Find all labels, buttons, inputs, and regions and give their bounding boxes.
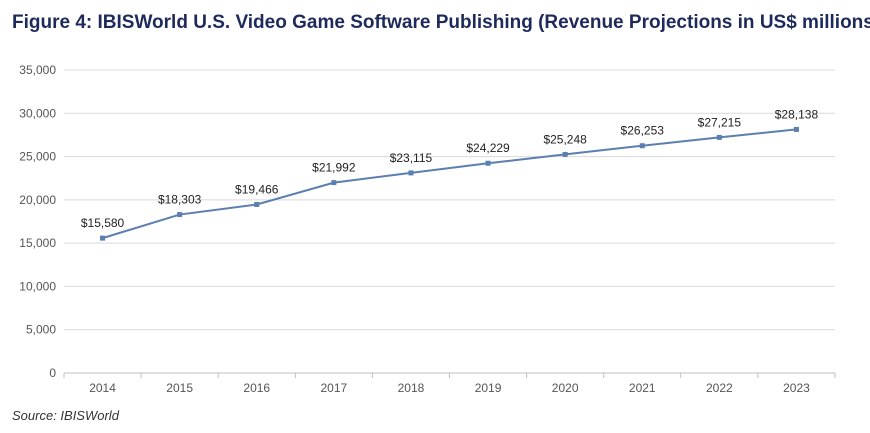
x-tick-label: 2020 — [552, 381, 579, 395]
data-label: $27,215 — [698, 115, 742, 129]
y-axis: 0 5,000 10,000 15,000 20,000 25,000 30,000 35,0… — [19, 63, 56, 380]
data-label: $21,992 — [312, 161, 356, 175]
data-label: $18,303 — [158, 193, 202, 207]
data-point — [639, 143, 645, 149]
x-tick-label: 2018 — [398, 381, 425, 395]
y-tick-label: 5,000 — [26, 323, 56, 337]
series-revenue — [100, 126, 799, 241]
x-tick-label: 2015 — [166, 381, 193, 395]
data-point — [100, 235, 106, 241]
data-point — [177, 212, 183, 218]
data-label: $25,248 — [543, 132, 587, 146]
x-tick-label: 2022 — [706, 381, 733, 395]
data-point — [485, 160, 491, 166]
data-label: $19,466 — [235, 182, 279, 196]
chart-title: Figure 4: IBISWorld U.S. Video Game Soft… — [12, 12, 870, 33]
x-tick-label: 2023 — [783, 381, 810, 395]
data-label: $24,229 — [466, 141, 510, 155]
series-line — [102, 128, 797, 240]
y-tick-label: 0 — [49, 366, 56, 380]
x-tick-label: 2014 — [89, 381, 116, 395]
y-tick-label: 15,000 — [19, 236, 56, 250]
x-tick-label: 2021 — [629, 381, 656, 395]
data-label: $23,115 — [390, 151, 433, 165]
data-point — [793, 126, 799, 132]
y-tick-label: 20,000 — [19, 193, 56, 207]
y-tick-label: 30,000 — [19, 106, 56, 120]
x-tick-label: 2016 — [243, 381, 270, 395]
data-point — [254, 201, 260, 207]
data-point — [562, 151, 568, 157]
data-label: $26,253 — [621, 124, 665, 138]
data-label: $15,580 — [81, 216, 125, 230]
x-axis: 2014 2015 2016 2017 2018 2019 2020 2021 2022 2023 — [63, 373, 836, 395]
x-tick-label: 2017 — [320, 381, 347, 395]
data-labels: $15,580 $18,303 $19,466 $21,992 $23,115 $24,2… — [81, 107, 819, 230]
source-note: Source: IBISWorld — [12, 408, 119, 423]
data-point — [408, 170, 414, 176]
y-tick-label: 25,000 — [19, 150, 56, 164]
data-label: $28,138 — [775, 107, 819, 121]
data-point — [716, 134, 722, 140]
y-tick-label: 10,000 — [19, 279, 56, 293]
data-point — [331, 180, 337, 186]
x-tick-label: 2019 — [475, 381, 502, 395]
y-tick-label: 35,000 — [19, 63, 56, 77]
